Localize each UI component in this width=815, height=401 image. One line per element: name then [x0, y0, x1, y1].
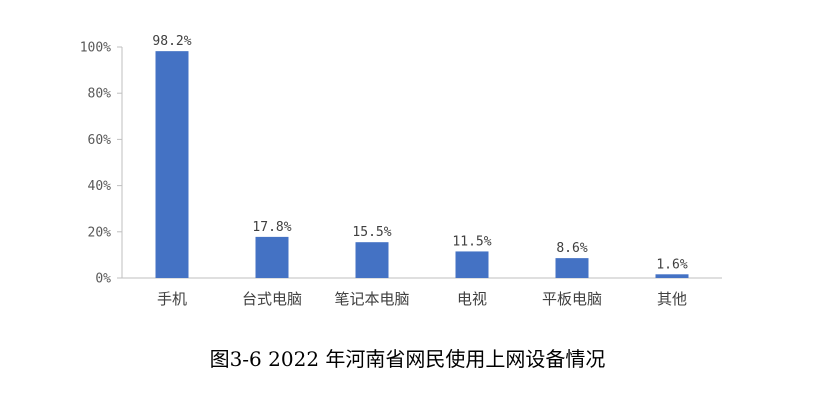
x-category-label: 手机	[157, 290, 187, 308]
bar	[255, 236, 289, 278]
figure-caption: 图3-6 2022 年河南省网民使用上网设备情况	[209, 347, 606, 371]
x-category-label: 笔记本电脑	[334, 290, 409, 308]
bar-data-label: 15.5%	[352, 225, 391, 240]
bar-data-label: 11.5%	[452, 234, 491, 249]
x-category-label: 其他	[657, 290, 687, 308]
y-tick-label: 20%	[88, 225, 112, 240]
bar-data-label: 98.2%	[152, 34, 191, 49]
bar	[555, 258, 589, 278]
bar	[155, 51, 189, 278]
x-category-label: 平板电脑	[542, 290, 602, 308]
bar-chart: 0% 20% 40% 60% 80% 100% 98.2% 手机 17.8% 台式电脑 15.5% 笔…	[80, 34, 722, 308]
bar	[355, 242, 389, 278]
y-tick-label: 60%	[88, 133, 112, 148]
y-tick-label: 0%	[95, 272, 111, 287]
bar	[455, 251, 489, 278]
bar-data-label: 17.8%	[252, 220, 291, 235]
x-category-label: 台式电脑	[242, 290, 302, 308]
bar	[655, 274, 689, 278]
x-category-label: 电视	[457, 290, 487, 308]
bar-data-label: 1.6%	[656, 257, 687, 272]
y-tick-label: 100%	[80, 41, 111, 56]
y-tick-label: 80%	[88, 87, 112, 102]
bar-data-label: 8.6%	[556, 241, 587, 256]
y-tick-label: 40%	[88, 179, 112, 194]
